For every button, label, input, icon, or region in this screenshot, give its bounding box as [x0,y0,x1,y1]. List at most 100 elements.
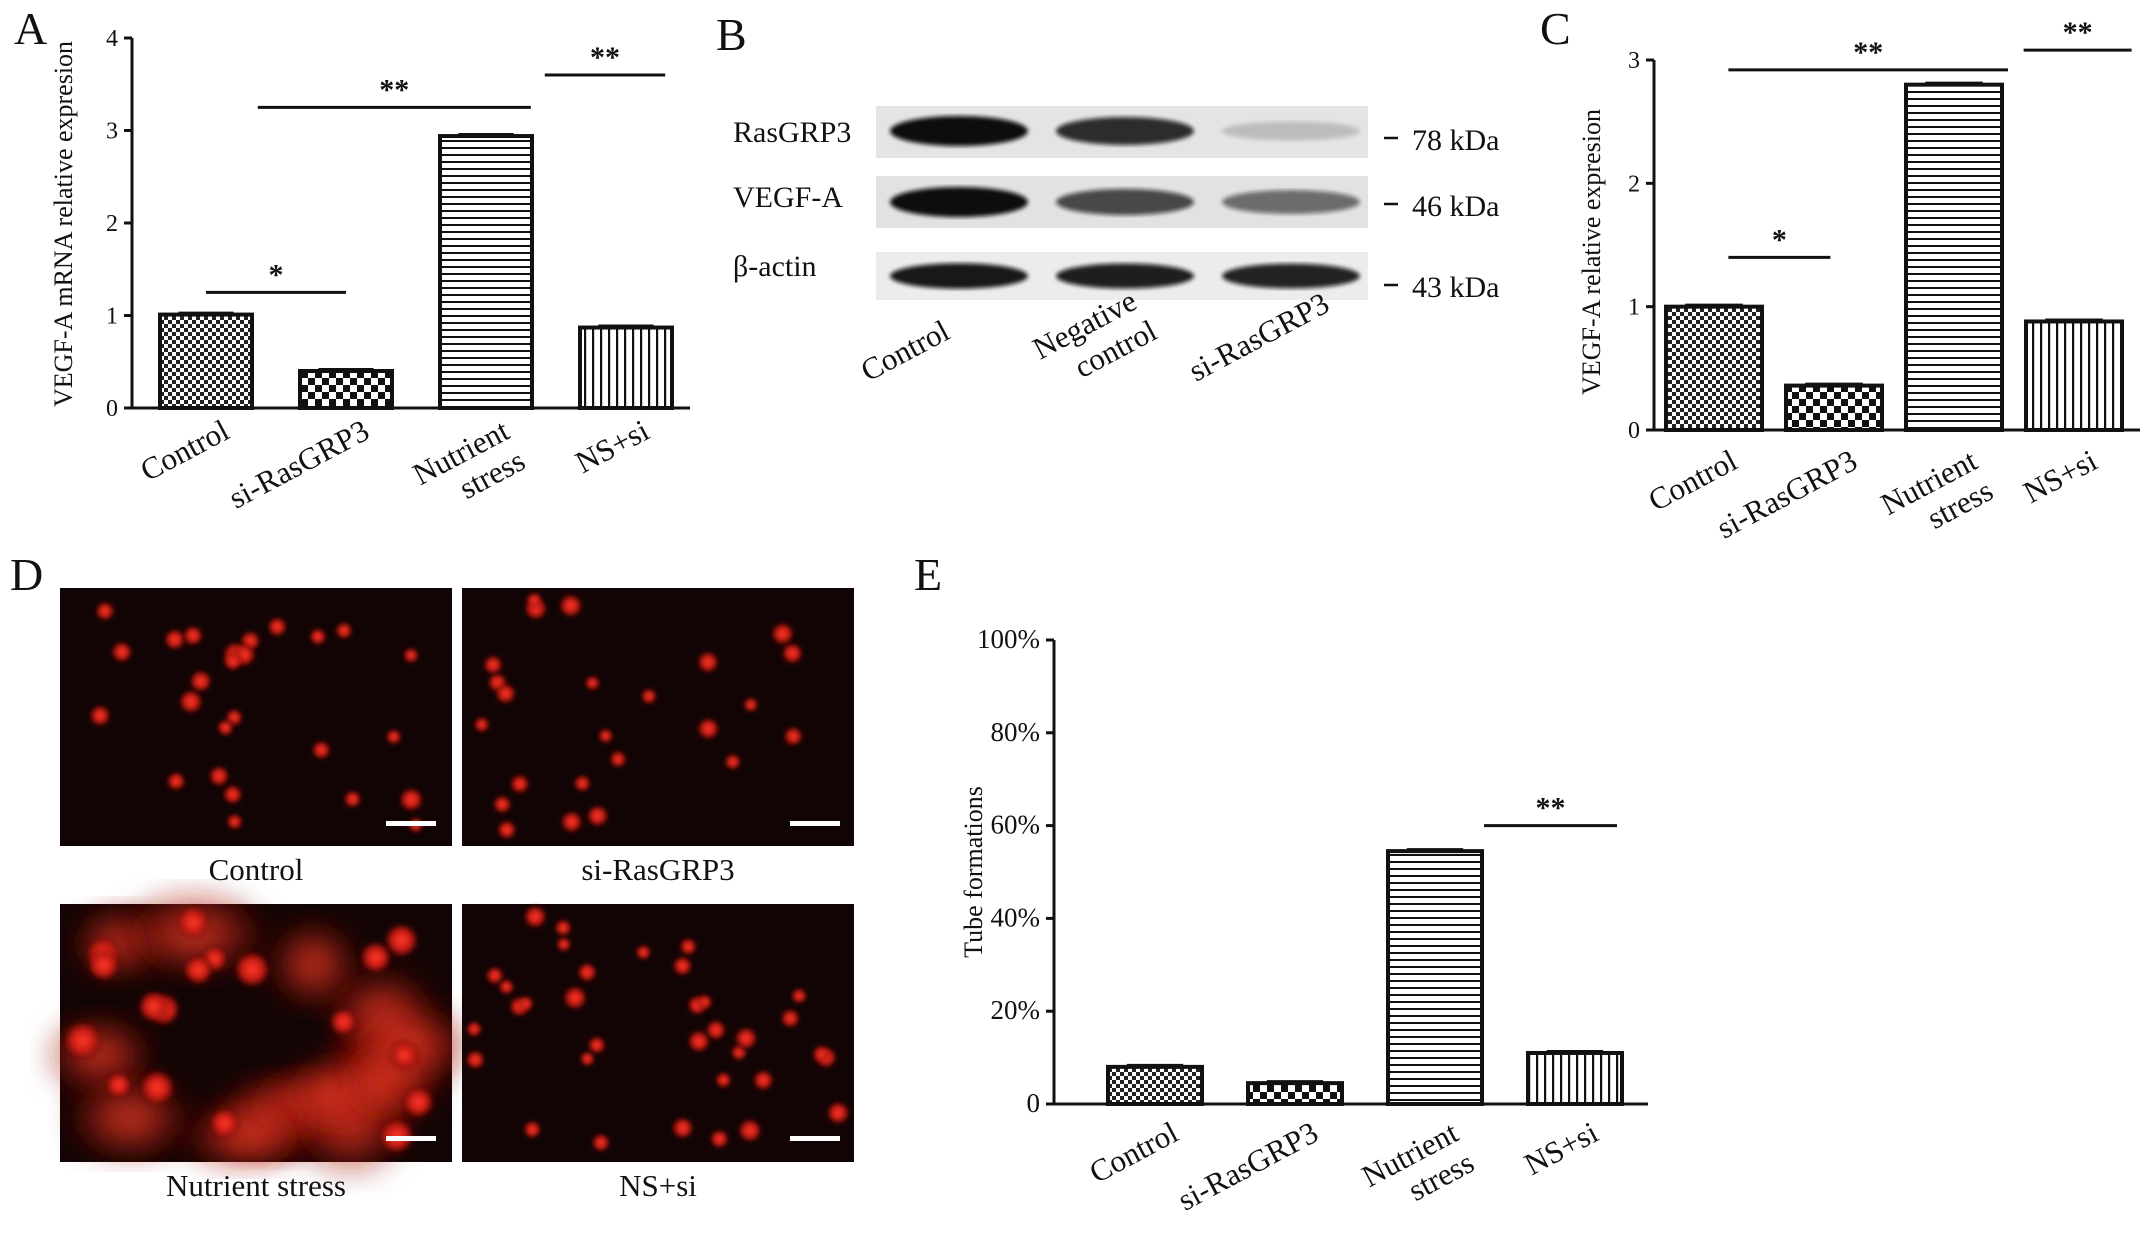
cell [517,995,535,1013]
cell [387,1038,421,1072]
cell [742,696,759,713]
cell [110,640,134,664]
blot-size-label-43: 43 kDa [1412,271,1499,304]
x-category-line: NS+si [2017,442,2102,510]
scale-bar-ns-si [790,1136,840,1141]
chart-a-vegf-mrna: 0 1 2 3 4 VEGF-A mRNA relative expresion Contr… [49,26,690,522]
bar-3 [1526,1050,1624,1106]
scale-bar-nutrient-stress [386,1136,436,1141]
chart-e-tube-formations: 0 20% 40% 60% 80% 100% Tube formations Controls… [959,624,1648,1224]
cell [88,704,112,727]
cell [553,918,573,938]
x-category-label: Nutrientstress [407,412,531,522]
cell [328,1007,358,1037]
y-axis-label: Tube formations [959,786,988,958]
cell [137,1068,177,1107]
cell [559,810,584,834]
bar-3 [578,325,674,410]
cell [573,774,592,793]
western-blot: RasGRP3 VEGF-A β-actin 78 kDa 46 kDa 43 … [733,106,1499,388]
blot-band [1222,190,1360,214]
cell [308,627,328,646]
cell [576,961,598,983]
y-tick-label: 2 [1628,171,1640,197]
y-tick-label: 80% [991,717,1041,747]
cell [686,1029,711,1054]
micro-image-control [60,588,452,846]
cell [494,682,517,705]
bar-0 [158,312,254,411]
x-category-label: Control [1084,1114,1184,1189]
cell [671,955,694,977]
x-category-label: Nutrientstress [1875,442,1999,552]
blot-row-label-actin: β-actin [733,250,817,283]
x-category-line: Control [1084,1114,1184,1189]
x-category-line: si-RasGRP3 [1172,1114,1324,1217]
blot-band [890,116,1028,146]
cell [266,616,288,638]
cell [733,1026,759,1051]
cell [182,624,204,647]
cell [696,716,721,741]
cell [782,726,804,747]
cell [562,984,588,1011]
y-tick-label: 0 [1628,418,1640,444]
cell [591,1132,611,1153]
cell [770,621,795,646]
cell [779,1008,801,1029]
cell [737,1117,763,1144]
micro-caption-sirasgrp3: si-RasGRP3 [581,852,734,887]
x-category-label: NS+si [2017,442,2102,510]
significance-label: ** [590,41,620,74]
cell [709,1128,730,1150]
cell [670,1116,695,1140]
cell [208,765,231,788]
cell [587,1035,607,1055]
cell [166,771,187,792]
cell [579,1050,596,1067]
bar-2 [1386,849,1484,1106]
bar-1 [1246,1081,1344,1106]
cell [174,904,212,941]
blot-lane-label-sirasgrp3: si-RasGRP3 [1183,285,1335,388]
cell [752,1069,775,1092]
cell [555,936,572,953]
cell [311,740,332,761]
cell [704,1019,727,1041]
micro-caption-nutrient-stress: Nutrient stress [166,1168,346,1203]
cell [790,987,808,1005]
cell [714,1071,733,1089]
y-tick-label: 1 [106,304,118,330]
cell [678,937,698,956]
micro-caption-ns-si: NS+si [619,1168,697,1203]
y-axis-label: VEGF-A relative expresion [1577,109,1606,395]
cell [465,1049,486,1071]
cell [485,965,505,986]
bar-0 [1106,1064,1204,1107]
bar-0 [1664,304,1764,432]
y-axis-label: VEGF-A mRNA relative expresion [49,41,78,407]
cell [584,674,601,692]
cell [343,789,362,809]
cell [696,993,714,1011]
cell [465,1020,483,1038]
cell [497,978,515,996]
blot-row-label-vegfa: VEGF-A [733,181,843,214]
significance-label: ** [379,73,409,106]
blot-size-label-46: 46 kDa [1412,190,1499,223]
blot-band [1222,121,1360,141]
y-tick-label: 2 [106,211,118,237]
y-tick-label: 0 [106,396,118,422]
blot-bands [890,116,1360,289]
cell [558,593,584,619]
cell [608,750,628,769]
cell [811,1044,831,1064]
x-category-label: Nutrientstress [1356,1114,1480,1224]
cell [398,786,425,813]
cell [86,947,121,983]
blot-band [1222,263,1360,289]
x-category-label: si-RasGRP3 [223,412,375,515]
cell [640,687,658,705]
